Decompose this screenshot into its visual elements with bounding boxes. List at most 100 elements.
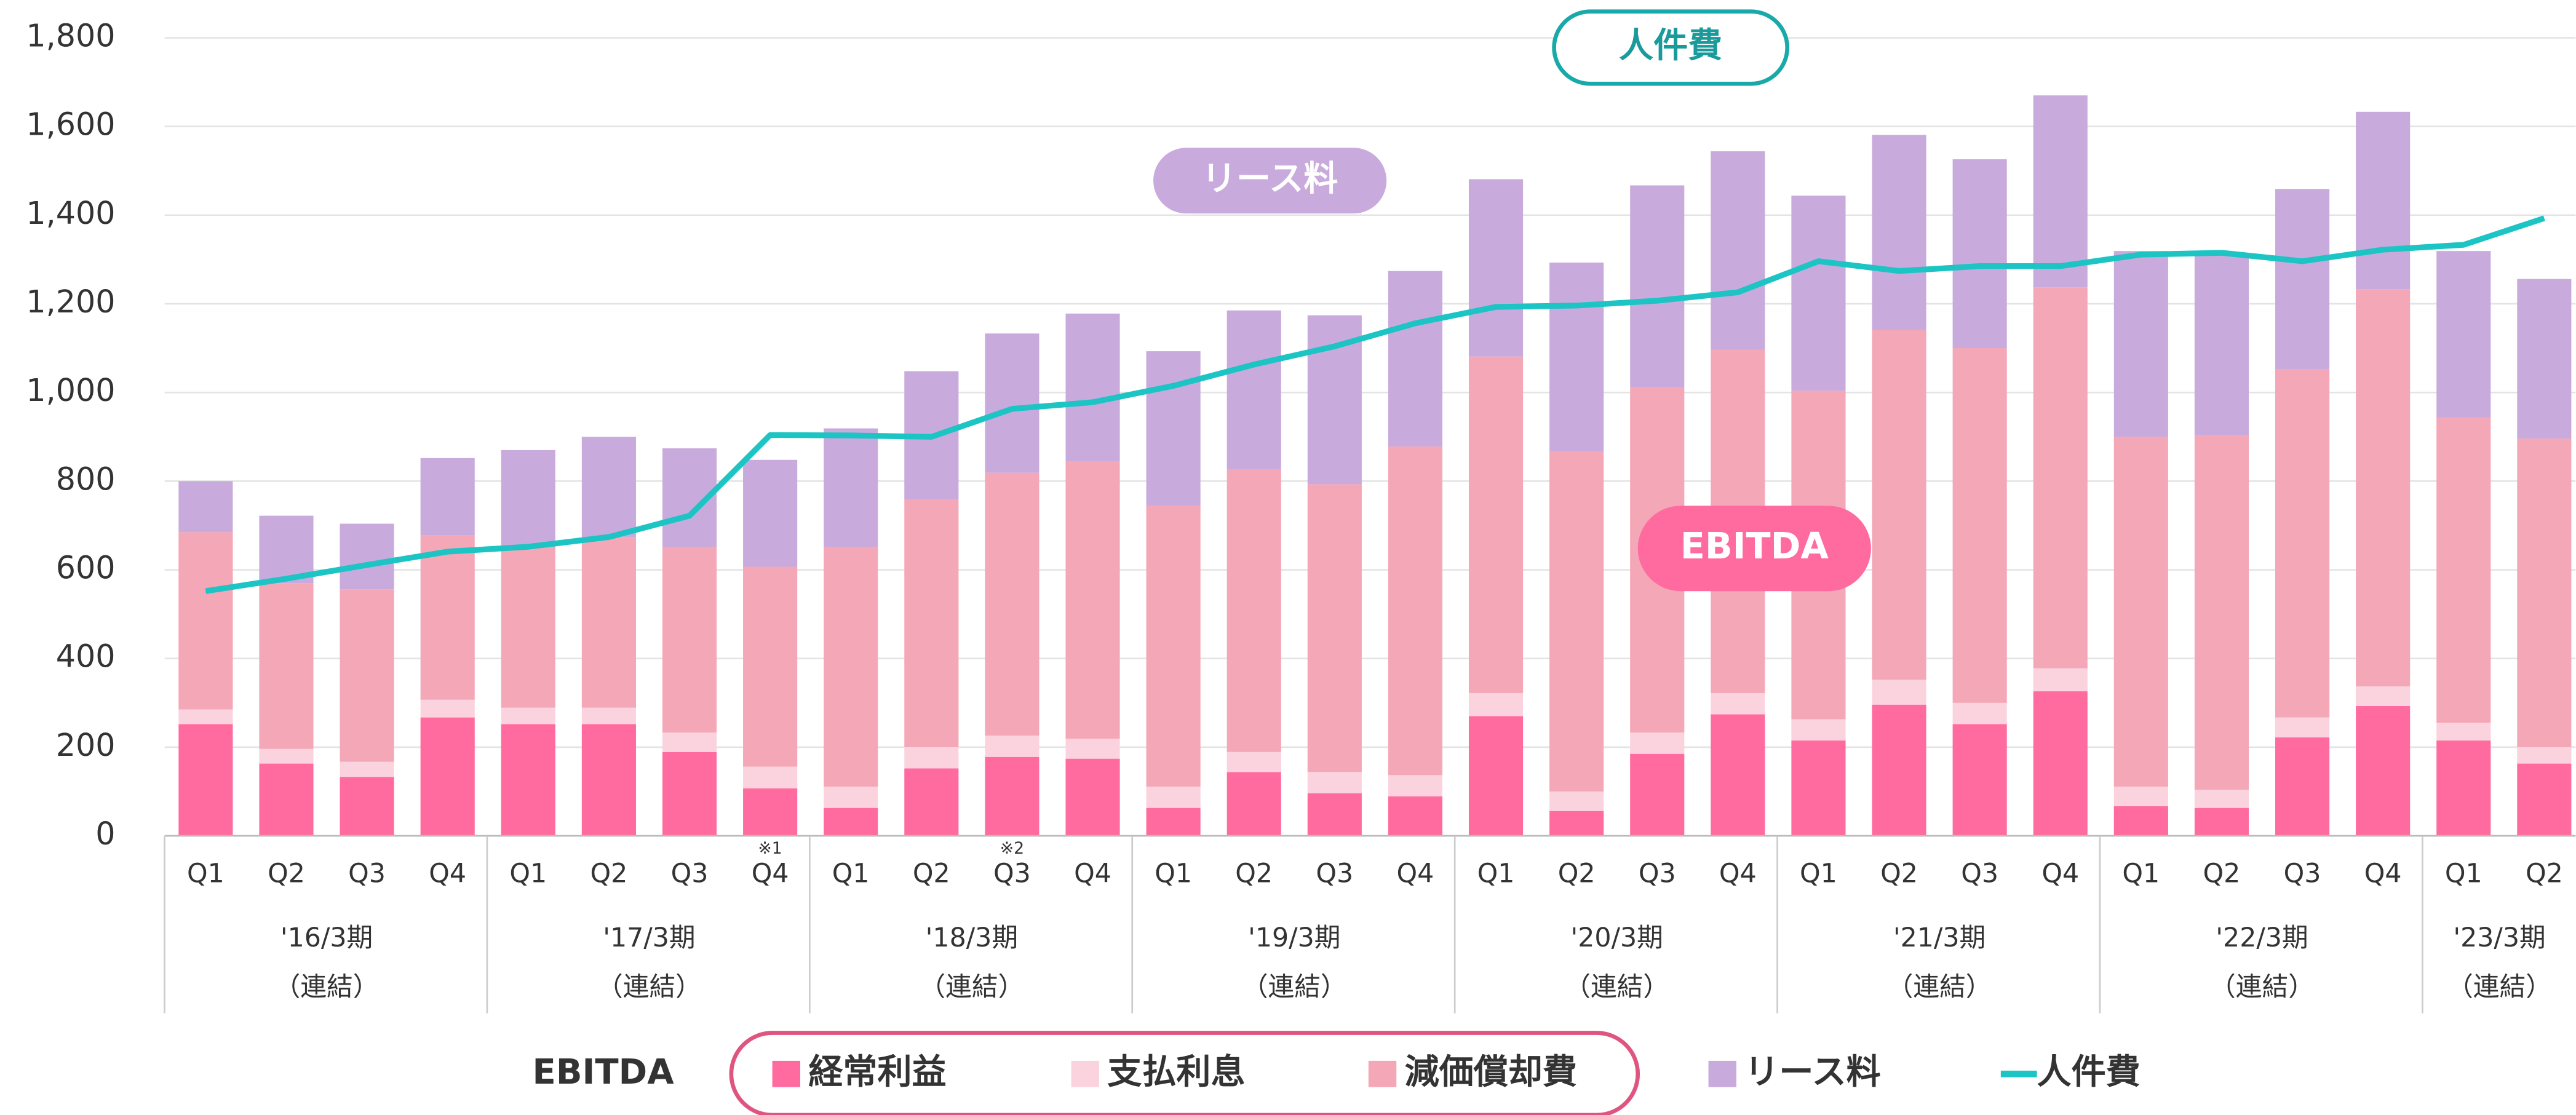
bar-segment [2113,806,2168,836]
bar-segment [743,788,798,836]
bar-segment [1872,704,1926,836]
bar-segment [259,583,314,749]
x-tick-label: Q2 [2203,859,2241,889]
bar-segment [2517,438,2572,747]
bar-segment [1952,348,2007,703]
callout-box [1637,506,1871,592]
bar-segment [1307,484,1362,772]
x-tick-note: ※2 [1000,839,1024,858]
x-tick-label: Q3 [671,859,709,889]
callout-text: EBITDA [1680,525,1829,567]
y-tick-label: 600 [56,550,116,586]
bar-segment [743,459,798,567]
bar-segment [2436,740,2491,836]
y-tick-label: 800 [56,461,116,497]
x-tick-label: Q1 [2445,859,2483,889]
bar-segment [2033,287,2088,669]
bar-segment [2356,289,2411,687]
bar-segment [1146,807,1201,836]
x-tick-label: Q4 [2364,859,2402,889]
bar-segment [1065,313,1120,462]
y-tick-label: 0 [95,815,115,852]
group-sublabel: （連結） [597,972,702,1002]
bar-segment [1872,135,1926,330]
bar-segment [1388,446,1442,776]
bar-segment [259,763,314,836]
legend-label: 支払利息 [1107,1052,1245,1092]
bar-segment [2436,417,2491,723]
x-tick-label: Q1 [832,859,870,889]
bar-segment [2356,111,2411,290]
bar-segment [1468,692,1524,716]
x-tick-label: Q3 [348,859,386,889]
callout-box [1552,9,1790,86]
bar-segment [1146,351,1201,506]
bar-segment [1630,732,1685,754]
bar-segment [1065,758,1120,836]
y-tick-label: 400 [56,638,116,675]
bar-segment [1388,271,1442,447]
bar-segment [1388,775,1442,796]
bar-segment [2517,279,2572,439]
bar-segment [2033,668,2088,692]
legend-label: リース料 [1744,1052,1880,1092]
group-sublabel: （連結） [2209,972,2315,1002]
bar-segment [1065,461,1120,739]
bar-segment [824,787,878,808]
y-tick-label: 1,200 [26,284,115,320]
bar-segment [2033,95,2088,288]
callout-text: リース料 [1202,159,1338,199]
bar-segment [985,736,1040,757]
bar-segment [259,515,314,584]
x-tick-label: Q3 [1961,859,1998,889]
bar-segment [1791,719,1846,741]
bar-segment [985,333,1040,473]
bar-segment [1307,793,1362,836]
bar-segment [581,437,636,538]
bar-segment [1226,752,1281,772]
bar-segment [824,428,878,547]
bar-segment [1952,724,2007,836]
line-series [205,215,2545,594]
bar-segment [1952,702,2007,724]
bar-segment [2033,691,2088,836]
x-tick-label: Q2 [590,859,628,889]
x-tick-label: Q2 [1235,859,1273,889]
x-tick-label: Q4 [752,859,789,889]
legend-swatch [1368,1060,1397,1087]
bar-segment [904,499,959,747]
y-tick-label: 1,000 [26,372,115,408]
bar-segment [1065,739,1120,759]
group-label: '23/3期 [2453,923,2545,953]
x-tick-label: Q2 [1880,859,1918,889]
group-label: '20/3期 [1570,923,1663,953]
bar-segment [1630,185,1685,388]
bar-segment [1791,196,1846,391]
group-sublabel: （連結） [1564,972,1669,1002]
bar-segment [985,756,1040,836]
bar-segment [1630,753,1685,836]
bar-segment [985,472,1040,736]
bar-segment [340,761,394,777]
callout-box [1153,148,1387,214]
x-tick-label: Q1 [187,859,225,889]
x-tick-label: Q1 [2122,859,2160,889]
bar-segment [1791,740,1846,836]
bar-segment [420,717,475,836]
bar-segment [2517,747,2572,764]
bar-segment [1872,330,1926,680]
bar-segment [662,752,717,836]
x-tick-label: Q3 [993,859,1031,889]
bar-segment [662,732,717,752]
group-label: '16/3期 [280,923,373,953]
bar-segment [340,777,394,836]
bar-segment [824,807,878,836]
bar-segment [2275,189,2330,370]
legend-label: 減価償却費 [1405,1052,1577,1092]
legend-group-box [729,1031,1640,1115]
x-tick-label: Q2 [268,859,305,889]
bar-segment [1711,692,1765,715]
bar-segment [178,724,233,836]
callout-text: 人件費 [1619,26,1722,66]
